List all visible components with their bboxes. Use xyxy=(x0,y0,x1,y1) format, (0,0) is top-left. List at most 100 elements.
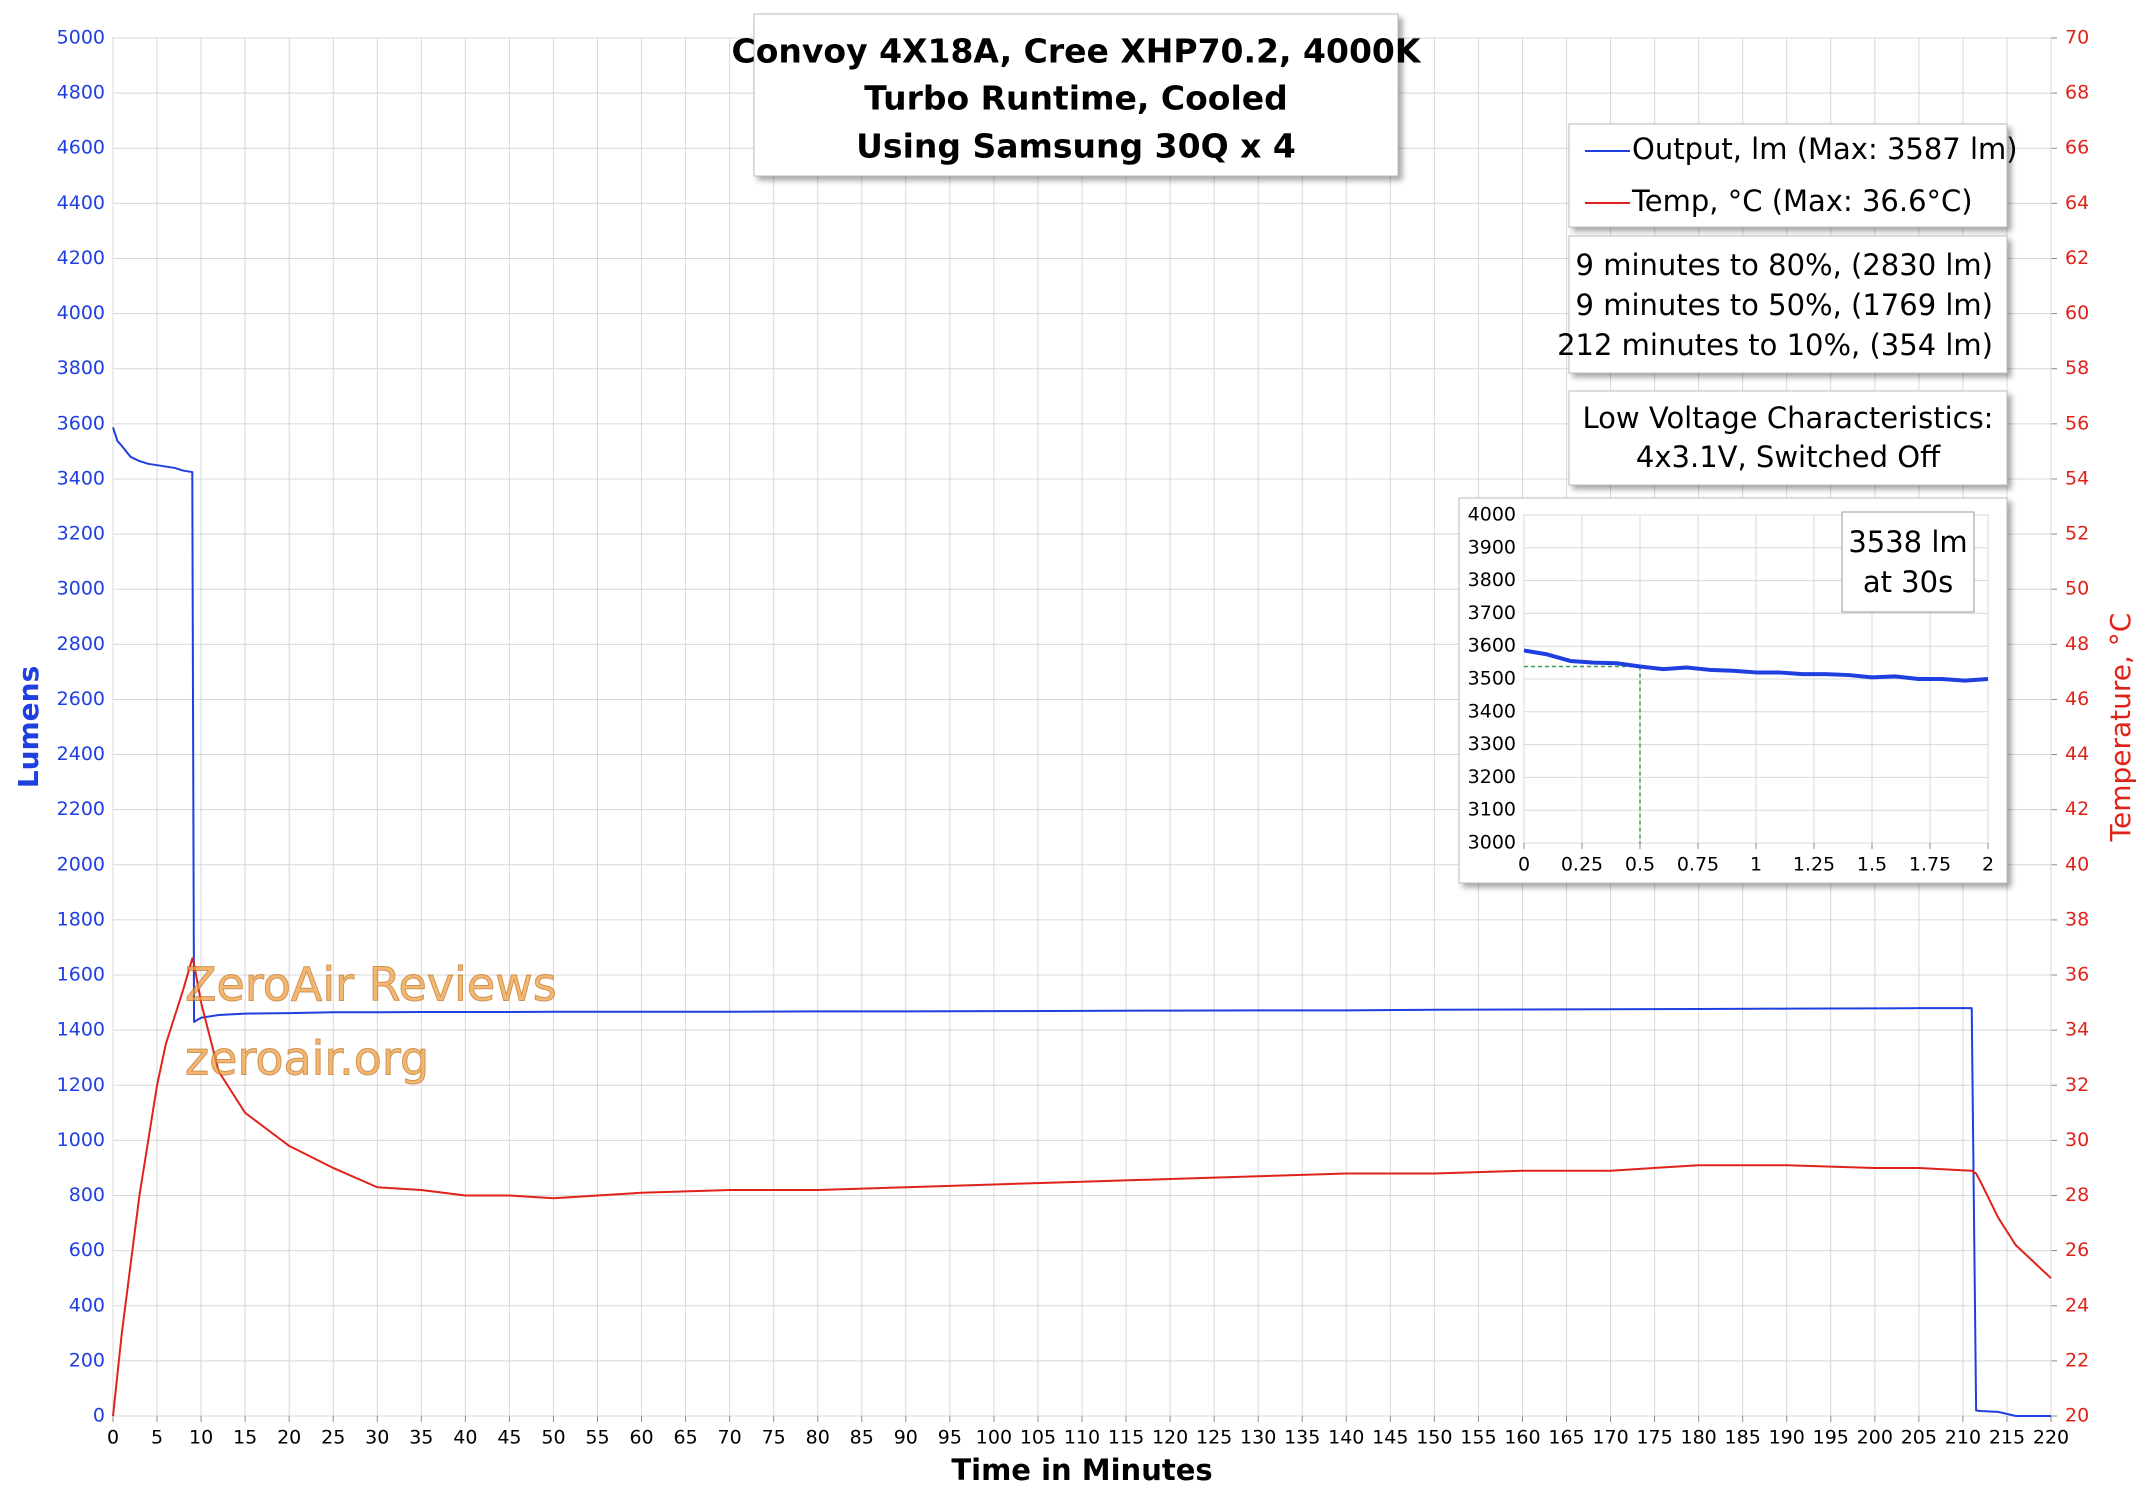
y-tick-label: 4800 xyxy=(57,82,105,104)
x-tick-label: 80 xyxy=(806,1427,830,1449)
low-voltage-box xyxy=(1568,390,2008,486)
y2-tick-label: 28 xyxy=(2065,1184,2089,1206)
y-tick-label: 3000 xyxy=(57,578,105,600)
note: 212 minutes to 10%, (354 lm) xyxy=(1557,328,1993,362)
x-tick-label: 1.5 xyxy=(1857,854,1887,876)
x-tick-label: 90 xyxy=(894,1427,918,1449)
x-tick-label: 145 xyxy=(1372,1427,1408,1449)
y2-tick-label: 34 xyxy=(2065,1019,2089,1041)
y2-tick-label: 60 xyxy=(2065,302,2089,324)
y-tick-label: 3600 xyxy=(1468,635,1516,657)
x-tick-label: 1.75 xyxy=(1909,854,1951,876)
x-tick-label: 190 xyxy=(1769,1427,1805,1449)
x-tick-label: 0.75 xyxy=(1677,854,1719,876)
x-tick-label: 215 xyxy=(1989,1427,2025,1449)
y-tick-label: 200 xyxy=(69,1349,105,1371)
y-tick-label: 1800 xyxy=(57,908,105,930)
y2-tick-label: 20 xyxy=(2065,1405,2089,1427)
inset-annotation-box xyxy=(1841,511,1975,613)
x-tick-label: 35 xyxy=(409,1427,433,1449)
x-tick-label: 5 xyxy=(151,1427,163,1449)
y-tick-label: 3500 xyxy=(1468,668,1516,690)
inset-annotation: at 30s xyxy=(1863,565,1953,599)
y-tick-label: 3200 xyxy=(57,523,105,545)
legend-box xyxy=(1568,123,2008,228)
x-tick-label: 105 xyxy=(1020,1427,1056,1449)
title-box xyxy=(753,13,1399,177)
x-tick-label: 0.25 xyxy=(1561,854,1603,876)
y-tick-label: 5000 xyxy=(57,27,105,49)
legend-label: Temp, °C (Max: 36.6°C) xyxy=(1631,184,1973,218)
y2-tick-label: 68 xyxy=(2065,82,2089,104)
series-line xyxy=(1523,648,1989,683)
x-tick-label: 135 xyxy=(1284,1427,1320,1449)
y2-tick-label: 24 xyxy=(2065,1294,2089,1316)
note: 4x3.1V, Switched Off xyxy=(1636,440,1941,474)
y-tick-label: 600 xyxy=(69,1239,105,1261)
x-tick-label: 10 xyxy=(189,1427,213,1449)
x-tick-label: 0 xyxy=(107,1427,119,1449)
y-tick-label: 4200 xyxy=(57,247,105,269)
x-tick-label: 25 xyxy=(321,1427,345,1449)
y-tick-label: 1600 xyxy=(57,964,105,986)
x-tick-label: 60 xyxy=(629,1427,653,1449)
x-tick-label: 1 xyxy=(1750,854,1762,876)
x-tick-label: 45 xyxy=(497,1427,521,1449)
legend-label: Output, lm (Max: 3587 lm) xyxy=(1632,132,2018,166)
y-tick-label: 1400 xyxy=(57,1019,105,1041)
y-tick-label: 3800 xyxy=(57,357,105,379)
x-tick-label: 0 xyxy=(1518,854,1530,876)
y-tick-label: 4400 xyxy=(57,192,105,214)
chart-title: Turbo Runtime, Cooled xyxy=(864,79,1288,118)
x-tick-label: 95 xyxy=(938,1427,962,1449)
x-tick-label: 140 xyxy=(1328,1427,1364,1449)
y-tick-label: 3800 xyxy=(1468,569,1516,591)
y2-tick-label: 58 xyxy=(2065,357,2089,379)
y-tick-label: 4600 xyxy=(57,137,105,159)
inset-annotation: 3538 lm xyxy=(1848,525,1967,559)
series-line xyxy=(112,427,2051,1417)
y-tick-label: 2400 xyxy=(57,743,105,765)
y-tick-label: 4000 xyxy=(57,302,105,324)
y2-tick-label: 36 xyxy=(2065,964,2089,986)
x-tick-label: 1.25 xyxy=(1793,854,1835,876)
watermark-text: zeroair.org xyxy=(185,1032,429,1086)
y2-tick-label: 30 xyxy=(2065,1129,2089,1151)
y-tick-label: 1200 xyxy=(57,1074,105,1096)
x-tick-label: 200 xyxy=(1857,1427,1893,1449)
x-tick-label: 0.5 xyxy=(1625,854,1655,876)
x-tick-label: 165 xyxy=(1548,1427,1584,1449)
y2-tick-label: 70 xyxy=(2065,27,2089,49)
y2-tick-label: 54 xyxy=(2065,467,2089,489)
y-tick-label: 3200 xyxy=(1468,766,1516,788)
x-tick-label: 160 xyxy=(1504,1427,1540,1449)
y2-tick-label: 46 xyxy=(2065,688,2089,710)
x-tick-label: 65 xyxy=(673,1427,697,1449)
y2-tick-label: 40 xyxy=(2065,853,2089,875)
x-tick-label: 15 xyxy=(233,1427,257,1449)
x-tick-label: 40 xyxy=(453,1427,477,1449)
y2-axis-label: Temperature, °C xyxy=(2104,613,2137,843)
y-tick-label: 2800 xyxy=(57,633,105,655)
x-tick-label: 185 xyxy=(1725,1427,1761,1449)
y-tick-label: 3400 xyxy=(1468,700,1516,722)
y-tick-label: 3600 xyxy=(57,412,105,434)
x-tick-label: 220 xyxy=(2033,1427,2069,1449)
y-tick-label: 0 xyxy=(93,1405,105,1427)
note: Low Voltage Characteristics: xyxy=(1583,401,1994,435)
x-tick-label: 110 xyxy=(1064,1427,1100,1449)
x-tick-label: 85 xyxy=(850,1427,874,1449)
y2-tick-label: 64 xyxy=(2065,192,2089,214)
y2-tick-label: 66 xyxy=(2065,137,2089,159)
x-tick-label: 210 xyxy=(1945,1427,1981,1449)
y-tick-label: 2600 xyxy=(57,688,105,710)
y2-tick-label: 22 xyxy=(2065,1349,2089,1371)
y-tick-label: 800 xyxy=(69,1184,105,1206)
watermark: ZeroAir Reviews zeroair.org xyxy=(185,957,558,1086)
x-tick-label: 30 xyxy=(365,1427,389,1449)
x-tick-label: 125 xyxy=(1196,1427,1232,1449)
x-tick-label: 155 xyxy=(1460,1427,1496,1449)
x-axis-label: Time in Minutes xyxy=(951,1453,1212,1487)
y2-tick-label: 42 xyxy=(2065,798,2089,820)
